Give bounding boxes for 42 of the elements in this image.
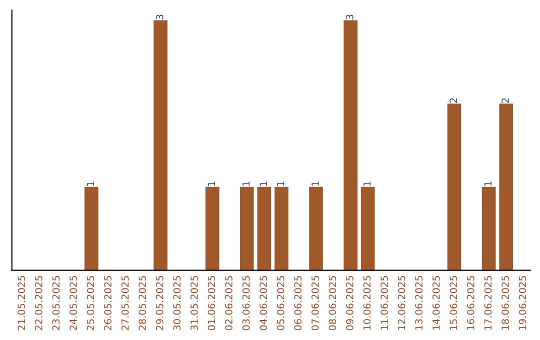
x-tick-label: 02.06.2025 — [225, 276, 232, 330]
data-label: 1 — [277, 182, 284, 186]
x-tick-label: 06.06.2025 — [294, 276, 302, 330]
x-tick-label: 13.06.2025 — [415, 276, 423, 330]
data-label: 1 — [260, 182, 267, 186]
data-label: 2 — [502, 98, 509, 103]
x-tick-label: 12.06.2025 — [398, 276, 406, 330]
x-tick-label: 17.06.2025 — [484, 276, 492, 330]
x-tick-label: 14.06.2025 — [432, 276, 440, 330]
data-label: 3 — [156, 14, 164, 20]
x-tick-label: 09.06.2025 — [346, 276, 354, 330]
x-tick-label: 25.05.2025 — [86, 276, 94, 330]
x-tick-label: 18.06.2025 — [502, 276, 509, 330]
data-label: 3 — [346, 14, 354, 20]
data-label: 1 — [484, 182, 492, 186]
x-tick-label: 27.05.2025 — [121, 276, 129, 330]
x-tick-label: 05.06.2025 — [276, 276, 284, 330]
data-label: 1 — [242, 182, 250, 186]
x-tick-label: 31.05.2025 — [190, 276, 198, 330]
x-tick-label: 22.05.2025 — [34, 276, 42, 330]
x-tick-label: 30.05.2025 — [173, 276, 181, 330]
x-tick-label: 11.06.2025 — [380, 276, 388, 330]
x-tick-label: 19.06.2025 — [518, 276, 526, 330]
x-tick-label: 03.06.2025 — [242, 276, 250, 330]
x-tick-label: 29.05.2025 — [156, 276, 164, 330]
x-tick-label: 01.06.2025 — [208, 276, 216, 330]
x-tick-label: 08.06.2025 — [328, 276, 336, 330]
x-tick-label: 15.06.2025 — [450, 276, 458, 330]
data-label: 1 — [86, 182, 94, 186]
x-tick-label: 16.06.2025 — [466, 276, 474, 330]
x-tick-label: 04.06.2025 — [260, 276, 267, 330]
data-label: 1 — [312, 182, 319, 186]
data-label: 1 — [363, 182, 371, 186]
x-tick-label: 23.05.2025 — [52, 276, 60, 330]
x-tick-label: 21.05.2025 — [18, 276, 26, 330]
x-tick-label: 28.05.2025 — [138, 276, 146, 330]
x-tick-label: 10.06.2025 — [363, 276, 371, 330]
x-tick-label: 07.06.2025 — [311, 276, 319, 330]
x-tick-label: 26.05.2025 — [104, 276, 112, 330]
data-label: 1 — [208, 182, 216, 186]
data-label: 2 — [450, 98, 457, 103]
x-tick-label: 24.05.2025 — [70, 276, 77, 330]
